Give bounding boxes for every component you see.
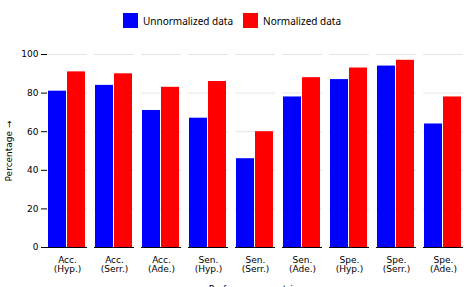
svg-text:60: 60 [27, 127, 39, 137]
html-text:Unnormalized data: Unnormalized data [143, 13, 233, 28]
svg-text:Acc.(Serr.): Acc.(Serr.) [101, 255, 129, 274]
svg-text:40: 40 [27, 165, 39, 175]
svg-text:Sen.(Ade.): Sen.(Ade.) [289, 255, 316, 274]
svg-text:Performance metrics: Performance metrics [209, 284, 303, 287]
svg-text:Spe.(Ade.): Spe.(Ade.) [430, 255, 457, 274]
svg-text:Spe.(Hyp.): Spe.(Hyp.) [336, 255, 364, 274]
svg-text:20: 20 [27, 204, 39, 214]
svg-text:80: 80 [27, 88, 39, 98]
svg-text:0: 0 [33, 242, 39, 252]
svg-text:Acc.(Ade.): Acc.(Ade.) [148, 255, 175, 274]
svg-text:Acc.(Hyp.): Acc.(Hyp.) [54, 255, 82, 274]
svg-text:100: 100 [21, 49, 38, 59]
svg-text:Sen.(Serr.): Sen.(Serr.) [242, 255, 270, 274]
svg-text:Percentage →: Percentage → [4, 120, 14, 181]
svg-text:Spe.(Serr.): Spe.(Serr.) [383, 255, 411, 274]
svg-text:Sen.(Hyp.): Sen.(Hyp.) [195, 255, 223, 274]
html-text:Normalized data: Normalized data [263, 13, 341, 28]
